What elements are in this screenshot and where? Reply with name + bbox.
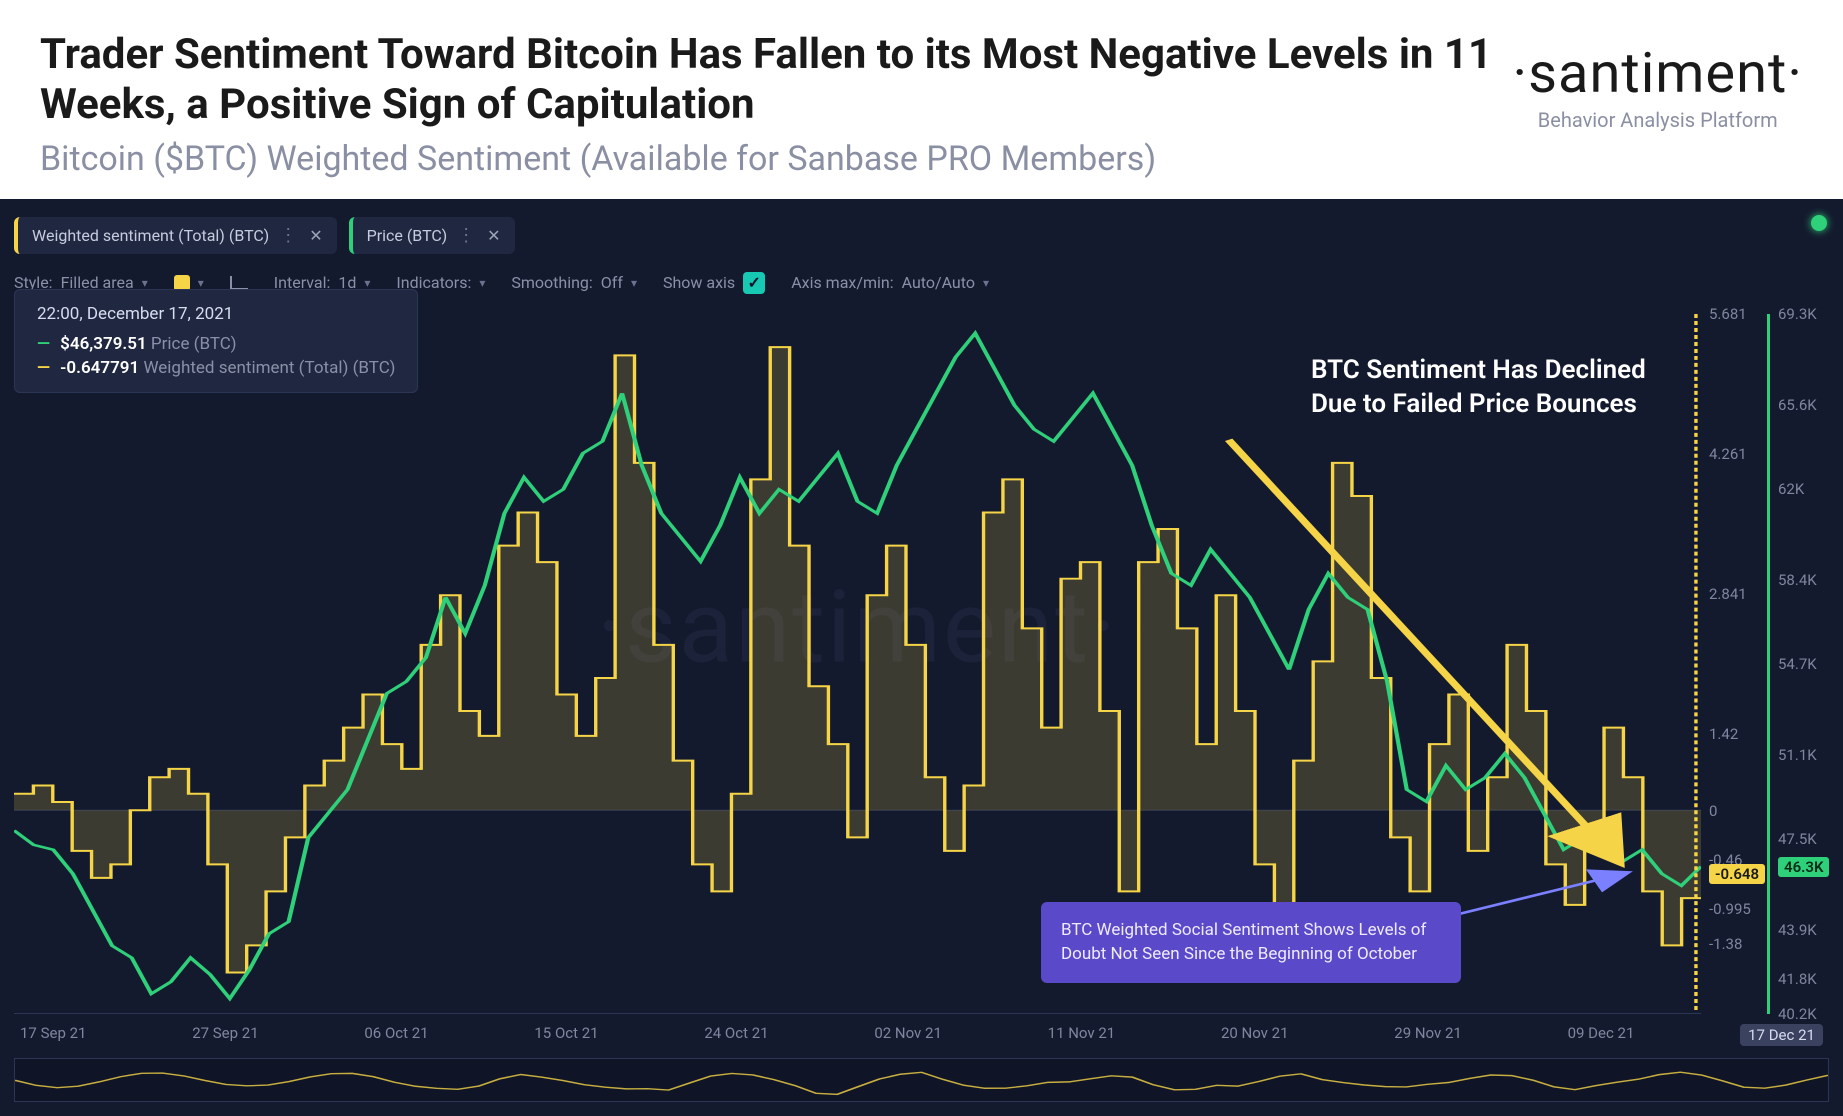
chevron-down-icon: ▾	[479, 276, 485, 290]
x-tick: 17 Sep 21	[20, 1024, 86, 1046]
x-tick: 20 Nov 21	[1221, 1024, 1289, 1046]
axis-tick: 46.3K	[1778, 857, 1829, 877]
axis-tick: 62K	[1778, 480, 1804, 498]
axis-tick: 2.841	[1709, 585, 1747, 603]
label: Axis max/min:	[791, 273, 893, 292]
page-title: Trader Sentiment Toward Bitcoin Has Fall…	[40, 30, 1512, 131]
axis-tick: 4.261	[1709, 445, 1747, 463]
axis-tick: 47.5K	[1778, 830, 1817, 848]
show-axis-toggle[interactable]: Show axis ✓	[663, 272, 765, 294]
live-status-icon	[1811, 215, 1827, 231]
checkbox-on-icon: ✓	[743, 272, 765, 294]
page-subtitle: Bitcoin ($BTC) Weighted Sentiment (Avail…	[40, 139, 1512, 179]
kebab-icon[interactable]: ⋮	[457, 225, 477, 246]
tooltip-value: -0.647791	[60, 358, 139, 378]
value: Off	[601, 273, 623, 292]
smoothing-selector[interactable]: Smoothing: Off ▾	[511, 273, 637, 292]
axis-tick: 69.3K	[1778, 305, 1817, 323]
header: Trader Sentiment Toward Bitcoin Has Fall…	[0, 0, 1843, 199]
plot-area[interactable]: ·santiment· BTC Sentiment Has Declined D…	[14, 314, 1701, 1014]
chevron-down-icon: ▾	[142, 276, 148, 290]
tooltip-price-line: — $46,379.51 Price (BTC)	[37, 334, 395, 354]
series-pill-row: Weighted sentiment (Total) (BTC) ⋮ ✕ Pri…	[14, 217, 1829, 254]
y-axis-sentiment: 5.6814.2612.8411.420-0.46-0.648-0.995-1.…	[1701, 314, 1763, 1014]
axis-tick: 40.2K	[1778, 1005, 1817, 1023]
close-icon[interactable]: ✕	[487, 226, 500, 245]
tooltip-label: Price (BTC)	[151, 334, 237, 354]
x-tick: 24 Oct 21	[704, 1024, 768, 1046]
axis-tick: 58.4K	[1778, 571, 1817, 589]
dash-icon: —	[37, 358, 50, 378]
annotation-top: BTC Sentiment Has Declined Due to Failed…	[1311, 354, 1671, 422]
scrubber-svg	[15, 1059, 1828, 1101]
axis-tick: -0.995	[1709, 900, 1751, 918]
annotation-callout: BTC Weighted Social Sentiment Shows Leve…	[1041, 902, 1461, 983]
x-tick: 06 Oct 21	[364, 1024, 428, 1046]
tooltip-value: $46,379.51	[60, 334, 147, 354]
axis-tick: 0	[1709, 802, 1717, 820]
tooltip-timestamp: 22:00, December 17, 2021	[37, 304, 395, 324]
pill-label: Weighted sentiment (Total) (BTC)	[32, 226, 269, 245]
range-scrubber[interactable]	[14, 1058, 1829, 1102]
tooltip-sentiment-line: — -0.647791 Weighted sentiment (Total) (…	[37, 358, 395, 378]
brand-logo: ·santiment·	[1512, 40, 1803, 106]
chevron-down-icon: ▾	[983, 276, 989, 290]
chevron-down-icon: ▾	[198, 276, 204, 290]
series-pill-sentiment[interactable]: Weighted sentiment (Total) (BTC) ⋮ ✕	[14, 217, 337, 254]
x-tick: 17 Dec 21	[1740, 1024, 1823, 1046]
axis-tick: 41.8K	[1778, 970, 1817, 988]
y-axis-price: 69.3K65.6K62K58.4K54.7K51.1K47.5K46.3K43…	[1767, 314, 1829, 1014]
axis-icon	[230, 276, 248, 290]
hover-tooltip: 22:00, December 17, 2021 — $46,379.51 Pr…	[14, 289, 418, 393]
brand-block: ·santiment· Behavior Analysis Platform	[1512, 30, 1803, 132]
label: Show axis	[663, 273, 735, 292]
x-tick: 15 Oct 21	[534, 1024, 598, 1046]
kebab-icon[interactable]: ⋮	[279, 225, 299, 246]
axis-tick: 65.6K	[1778, 396, 1817, 414]
value: Auto/Auto	[902, 273, 975, 292]
x-axis: 17 Sep 21 27 Sep 21 06 Oct 21 15 Oct 21 24 O…	[14, 1014, 1829, 1052]
tooltip-label: Weighted sentiment (Total) (BTC)	[143, 358, 395, 378]
axis-tick: -1.38	[1709, 935, 1742, 953]
chevron-down-icon: ▾	[631, 276, 637, 290]
series-pill-price[interactable]: Price (BTC) ⋮ ✕	[349, 217, 515, 254]
dash-icon: —	[37, 334, 50, 354]
axis-tick: 5.681	[1709, 305, 1747, 323]
plot-wrap: ·santiment· BTC Sentiment Has Declined D…	[14, 314, 1829, 1014]
x-tick: 09 Dec 21	[1568, 1024, 1635, 1046]
pill-label: Price (BTC)	[367, 226, 448, 245]
x-tick: 02 Nov 21	[874, 1024, 942, 1046]
x-tick: 11 Nov 21	[1048, 1024, 1116, 1046]
axis-tick: -0.648	[1709, 864, 1765, 884]
title-block: Trader Sentiment Toward Bitcoin Has Fall…	[40, 30, 1512, 179]
brand-tagline: Behavior Analysis Platform	[1512, 108, 1803, 132]
axis-minmax-selector[interactable]: Axis max/min: Auto/Auto ▾	[791, 273, 989, 292]
chart-panel: Weighted sentiment (Total) (BTC) ⋮ ✕ Pri…	[0, 199, 1843, 1116]
axis-toggle[interactable]	[230, 276, 248, 290]
x-tick: 29 Nov 21	[1394, 1024, 1462, 1046]
label: Smoothing:	[511, 273, 592, 292]
axis-tick: 1.42	[1709, 725, 1738, 743]
x-tick: 27 Sep 21	[192, 1024, 258, 1046]
close-icon[interactable]: ✕	[309, 226, 322, 245]
chevron-down-icon: ▾	[364, 276, 370, 290]
axis-tick: 43.9K	[1778, 921, 1817, 939]
axis-tick: 54.7K	[1778, 655, 1817, 673]
axis-tick: 51.1K	[1778, 746, 1817, 764]
